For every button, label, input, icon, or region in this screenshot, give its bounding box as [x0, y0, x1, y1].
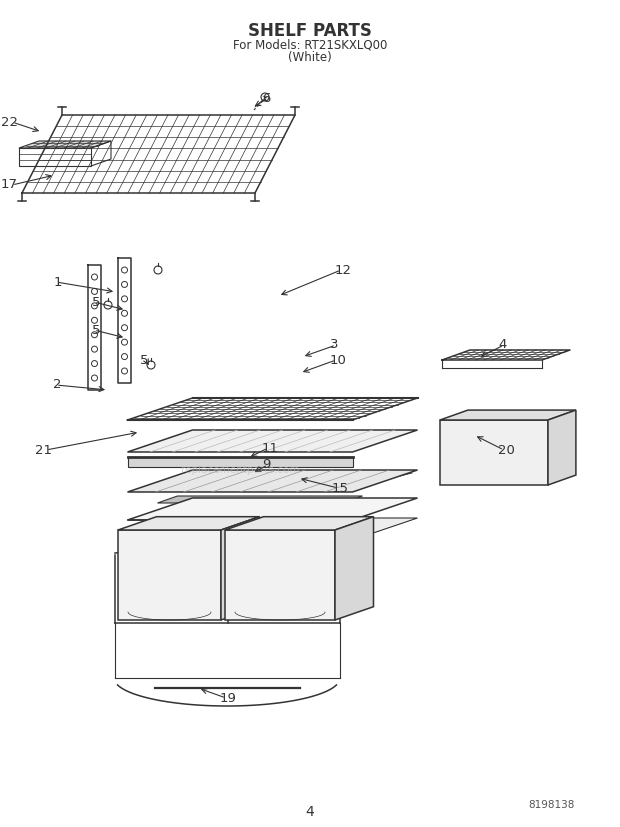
Polygon shape	[128, 498, 417, 520]
Polygon shape	[440, 420, 548, 485]
Text: 4: 4	[306, 805, 314, 819]
Polygon shape	[118, 530, 221, 620]
Polygon shape	[225, 530, 335, 620]
Text: 10: 10	[330, 353, 347, 366]
Text: 5: 5	[92, 295, 100, 308]
Polygon shape	[440, 410, 576, 420]
Text: 4: 4	[498, 338, 507, 351]
Text: replacementparts.com: replacementparts.com	[181, 465, 299, 475]
Text: 6: 6	[262, 92, 270, 104]
Text: 21: 21	[35, 443, 52, 457]
Polygon shape	[19, 141, 111, 148]
Polygon shape	[128, 518, 417, 540]
Polygon shape	[128, 430, 417, 452]
Text: 8198138: 8198138	[529, 800, 575, 810]
Polygon shape	[225, 517, 373, 530]
Text: 11: 11	[262, 442, 279, 455]
Text: 3: 3	[330, 338, 339, 351]
Polygon shape	[221, 517, 260, 620]
Text: SHELF PARTS: SHELF PARTS	[248, 22, 372, 40]
Polygon shape	[128, 457, 353, 467]
Polygon shape	[128, 470, 417, 492]
Text: 12: 12	[335, 264, 352, 276]
Text: 5: 5	[140, 353, 149, 366]
Text: 22: 22	[1, 116, 18, 128]
Text: 20: 20	[498, 443, 515, 457]
Text: 2: 2	[53, 379, 62, 391]
Polygon shape	[157, 496, 363, 503]
Text: 17: 17	[1, 179, 18, 192]
Text: (White): (White)	[288, 51, 332, 64]
Text: 1: 1	[53, 275, 62, 289]
Text: 15: 15	[332, 481, 349, 495]
Polygon shape	[335, 517, 373, 620]
Text: 5: 5	[92, 323, 100, 337]
Polygon shape	[143, 473, 412, 489]
Text: For Models: RT21SKXLQ00: For Models: RT21SKXLQ00	[233, 38, 387, 51]
Text: 19: 19	[220, 691, 237, 705]
Polygon shape	[548, 410, 576, 485]
Text: 9: 9	[262, 458, 270, 471]
Polygon shape	[118, 517, 260, 530]
